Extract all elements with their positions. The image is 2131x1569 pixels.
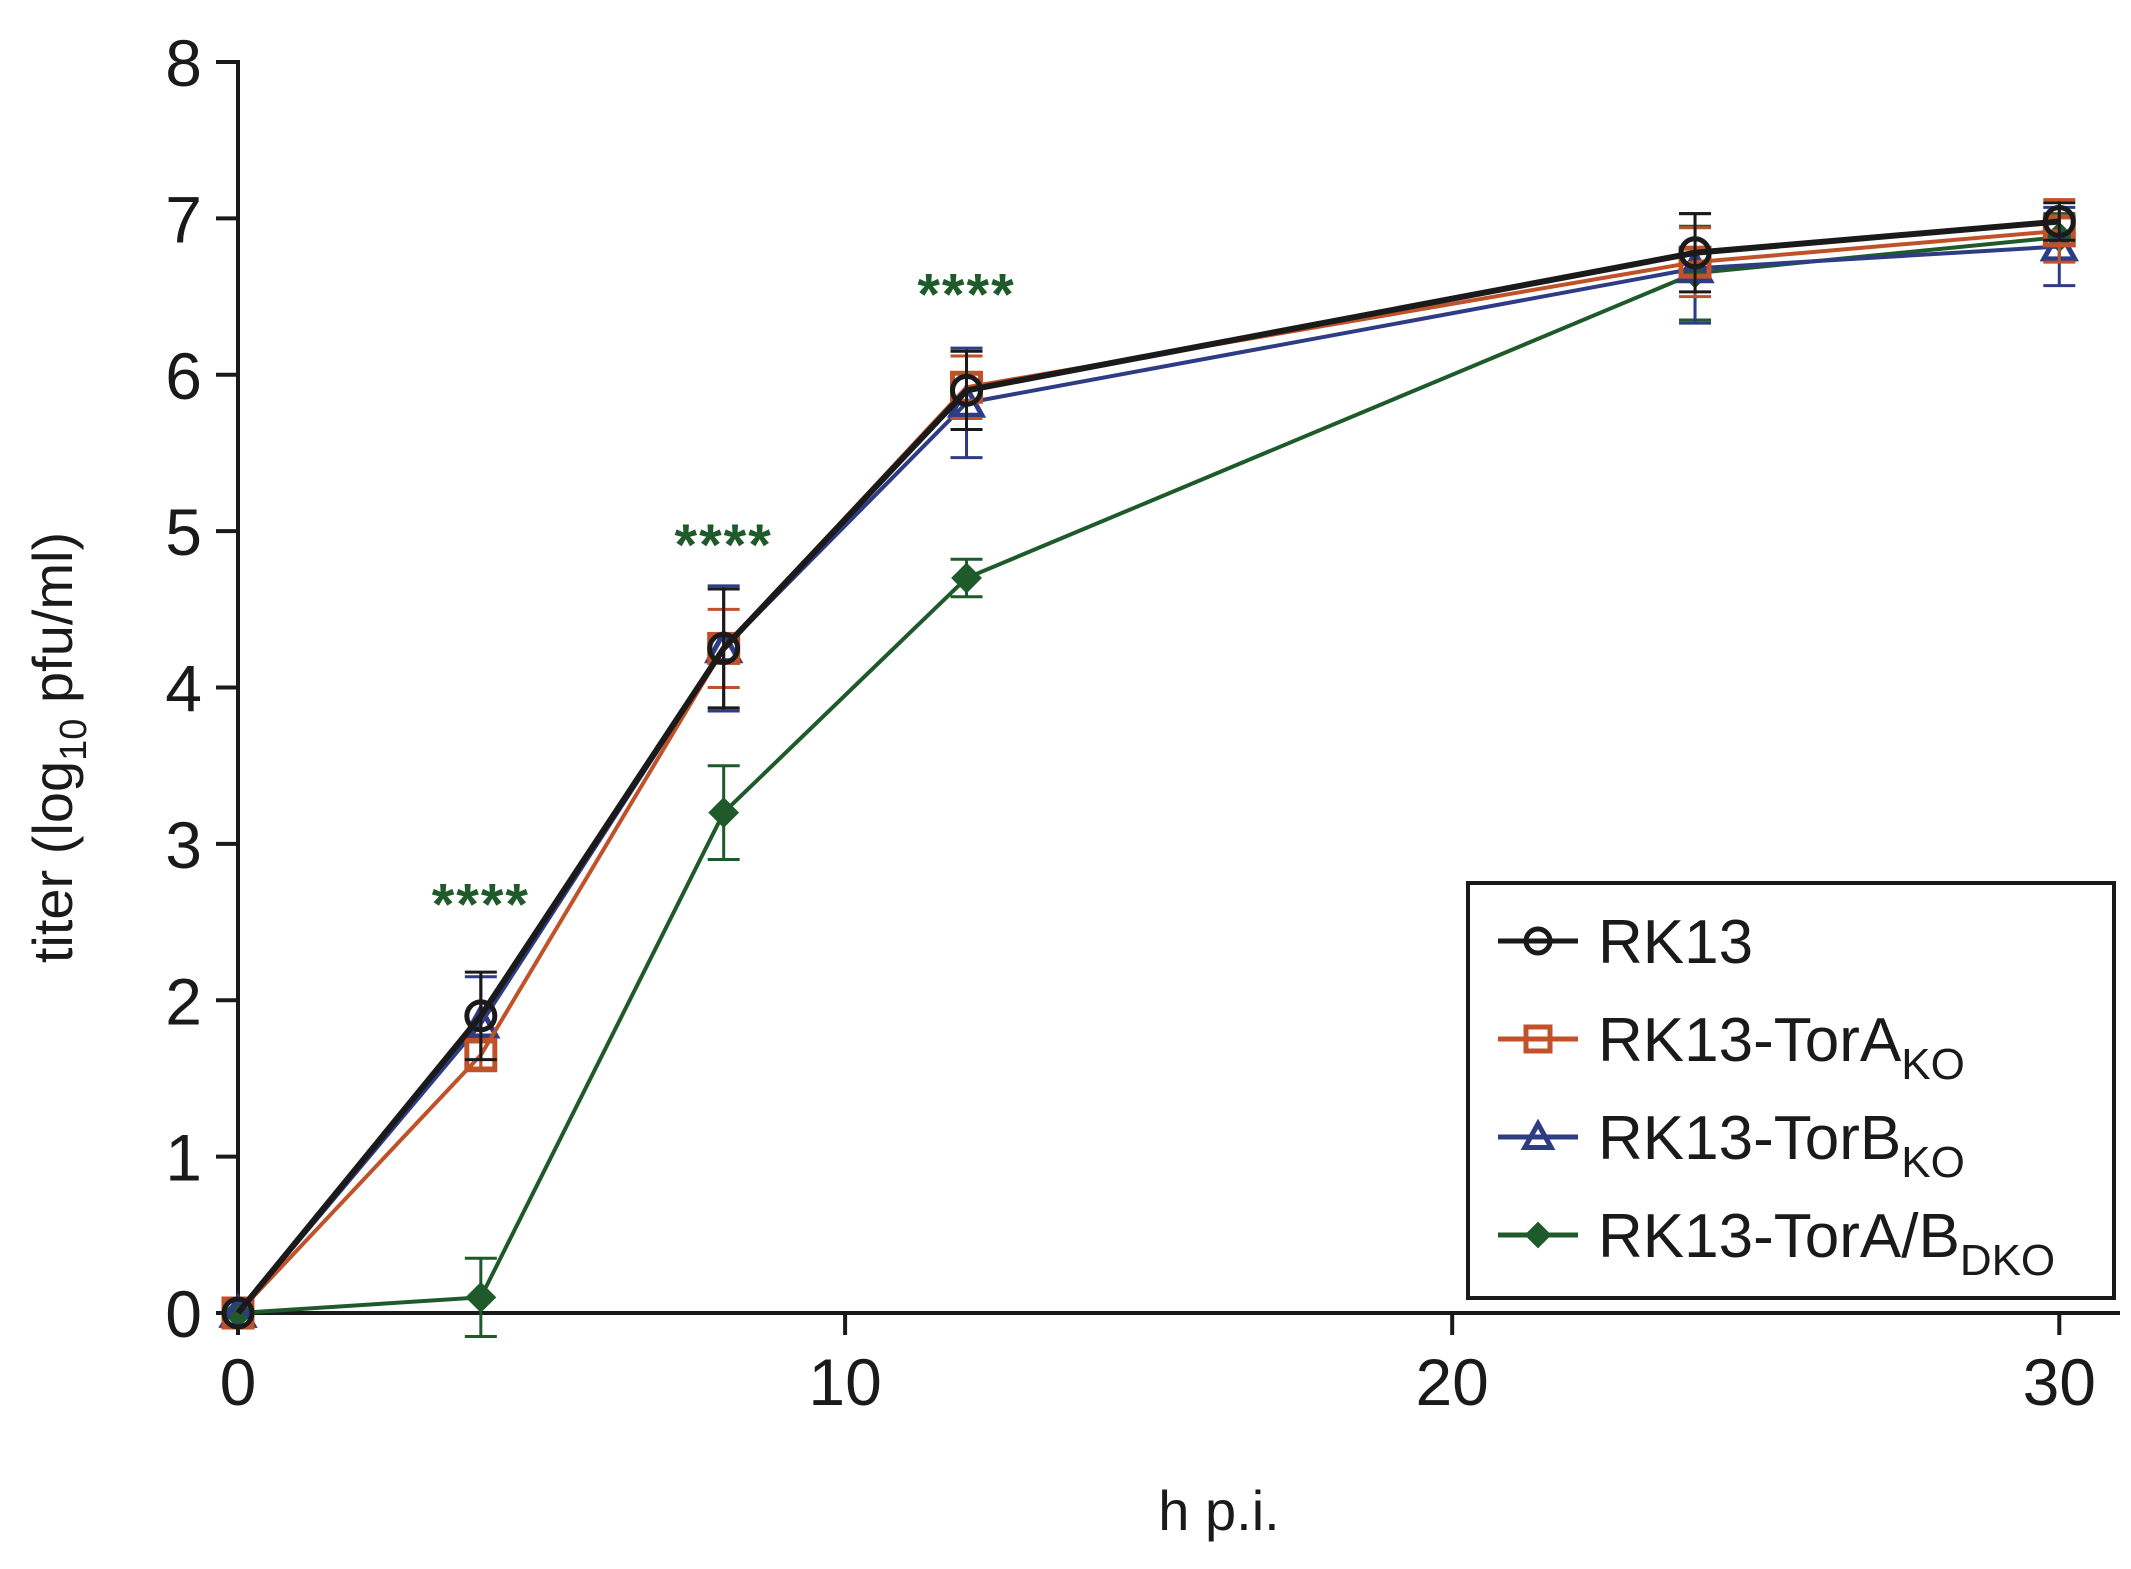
x-axis-label: h p.i. [1158,1479,1279,1542]
legend-label: RK13-TorBKO [1598,1104,1965,1187]
y-tick-label: 7 [165,182,202,256]
circle-marker [464,999,498,1033]
legend-label-main: RK13-TorA [1598,1006,1902,1075]
circle-marker [950,373,984,407]
significance-label: **** [917,263,1015,328]
circle-marker [1678,236,1712,270]
y-tick-label: 4 [165,652,202,726]
legend-label-subscript: KO [1901,1040,1965,1089]
legend-item: RK13-TorA/BDKO [1498,1202,2055,1285]
legend-item: RK13 [1498,908,1753,977]
series-line [236,244,2060,1315]
y-axis-label-tail: pfu/ml) [21,532,84,719]
legend-label: RK13 [1598,908,1753,977]
diamond-marker [708,797,740,829]
square-marker [1523,1024,1553,1054]
circle-marker [1523,926,1553,956]
axes: 0 1 2 3 4 5 6 7 8 0 10 20 30 [165,26,2120,1419]
series-line [237,235,2060,1315]
y-tick-label: 1 [165,1121,202,1195]
legend-label: RK13-TorAKO [1598,1006,1965,1089]
y-axis-label: titer (log10 pfu/ml) [21,532,95,963]
y-ticks: 0 1 2 3 4 5 6 7 8 [165,26,238,1351]
legend-box [1466,881,2116,1300]
legend-label-subscript: DKO [1960,1236,2055,1285]
significance-label: **** [675,513,773,578]
series-layer [218,198,2079,1338]
legend-label-main: RK13 [1598,908,1753,977]
y-tick-label: 0 [165,1277,202,1351]
legend-label-main: RK13-TorA/B [1598,1202,1960,1271]
triangle-marker [1520,1118,1556,1151]
y-axis-label-subscript: 10 [53,719,95,761]
x-tick-label: 0 [220,1345,257,1419]
x-tick-label: 30 [2023,1345,2096,1419]
x-tick-label: 10 [808,1345,881,1419]
y-axis-label-main: titer (log [21,761,84,963]
series-line [235,218,2060,1315]
series-rk13 [221,201,2076,1330]
x-tick-label: 20 [1415,1345,1488,1419]
x-ticks: 0 10 20 30 [220,1313,2096,1419]
diamond-marker [465,1281,497,1313]
y-tick-label: 5 [165,495,202,569]
significance-annotations: **** **** **** [432,263,1015,938]
y-tick-label: 2 [165,964,202,1038]
diamond-marker [1524,1221,1552,1249]
legend-item: RK13-TorAKO [1498,1006,1965,1089]
legend-label-subscript: KO [1901,1138,1965,1187]
diamond-marker [951,562,982,594]
circle-marker [707,631,741,665]
y-tick-label: 8 [165,26,202,100]
circle-marker [221,1296,255,1330]
legend-label: RK13-TorA/BDKO [1598,1202,2055,1285]
significance-label: **** [432,872,530,937]
circle-marker [2042,205,2076,239]
y-tick-label: 6 [165,339,202,413]
legend-label-main: RK13-TorB [1598,1104,1901,1173]
y-tick-label: 3 [165,808,202,882]
legend-item: RK13-TorBKO [1498,1104,1965,1187]
